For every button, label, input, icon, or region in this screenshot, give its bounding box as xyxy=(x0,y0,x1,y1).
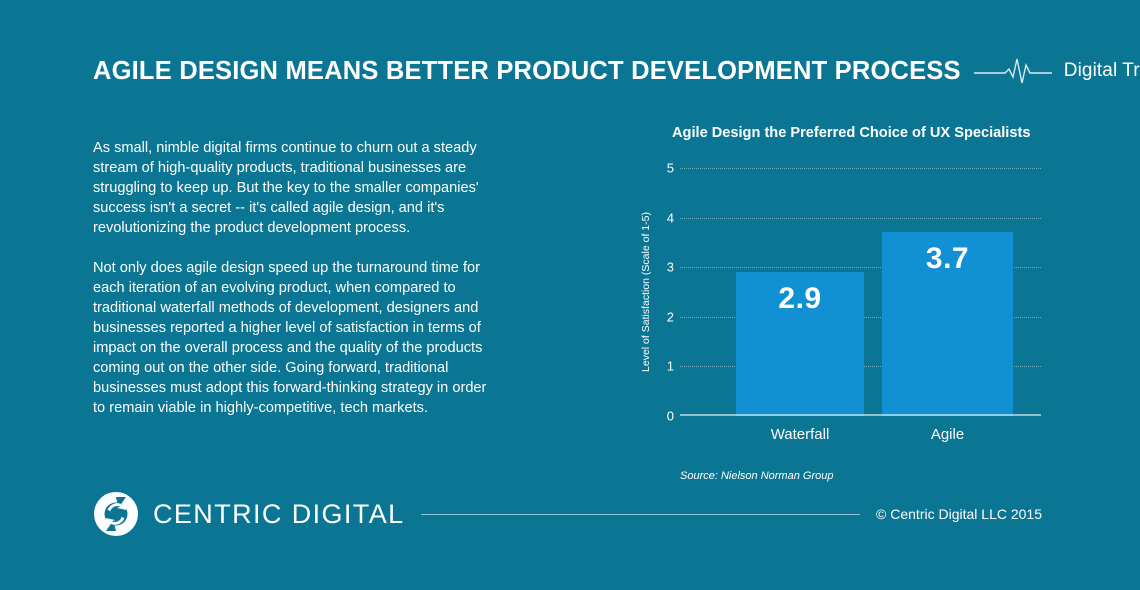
category-label-agile: Agile xyxy=(930,426,965,443)
heartbeat-pulse-icon xyxy=(973,56,1052,86)
bar-waterfall[interactable]: 2.9 Waterfall xyxy=(736,272,864,443)
header: AGILE DESIGN MEANS BETTER PRODUCT DEVELO… xyxy=(93,52,1140,90)
chart-title: Agile Design the Preferred Choice of UX … xyxy=(672,125,1031,141)
y-tick-label-5: 5 xyxy=(666,160,674,176)
chart-block: Agile Design the Preferred Choice of UX … xyxy=(640,120,1048,490)
y-tick-label-0: 0 xyxy=(666,408,674,424)
x-axis-baseline xyxy=(680,414,1041,416)
copyright-text: © Centric Digital LLC 2015 xyxy=(876,506,1042,522)
article-body: As small, nimble digital firms continue … xyxy=(93,138,493,418)
gridline-4 xyxy=(680,217,1041,219)
y-tick-label-4: 4 xyxy=(666,210,674,226)
bar-agile[interactable]: 3.7 Agile xyxy=(882,232,1013,443)
y-tick-label-3: 3 xyxy=(666,259,674,275)
y-axis-label: Level of Satisfaction (Scale of 1-5) xyxy=(640,212,652,372)
footer: CENTRIC DIGITAL © Centric Digital LLC 20… xyxy=(93,488,1042,540)
gridline-5 xyxy=(680,168,1041,169)
bar-value-waterfall: 2.9 xyxy=(778,282,822,316)
centric-digital-logo-icon xyxy=(94,492,138,536)
chart-source: Source: Nielson Norman Group xyxy=(680,470,834,482)
brand-label: Digital Trends xyxy=(1063,60,1140,81)
y-tick-label-2: 2 xyxy=(666,309,674,325)
body-paragraph-1: As small, nimble digital firms continue … xyxy=(93,140,479,236)
bar-value-agile: 3.7 xyxy=(925,242,970,276)
gridline-3 xyxy=(680,267,1041,269)
bar-chart-plot-area: Level of Satisfaction (Scale of 1-5) 5 4… xyxy=(640,161,1041,443)
y-tick-label-1: 1 xyxy=(666,358,674,374)
body-paragraph-2: Not only does agile design speed up the … xyxy=(93,260,487,416)
category-label-waterfall: Waterfall xyxy=(770,426,830,443)
logo-wordmark: CENTRIC DIGITAL xyxy=(153,498,405,529)
footer-divider xyxy=(420,513,861,515)
page-title: AGILE DESIGN MEANS BETTER PRODUCT DEVELO… xyxy=(93,56,961,85)
